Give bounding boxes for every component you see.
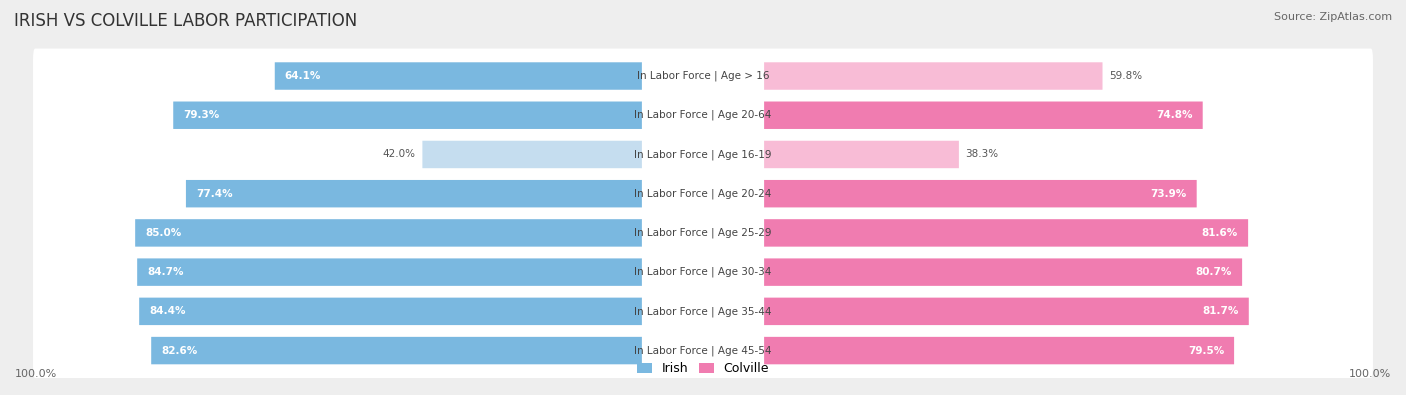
Text: In Labor Force | Age 20-24: In Labor Force | Age 20-24 [634,188,772,199]
Text: In Labor Force | Age 25-29: In Labor Force | Age 25-29 [634,228,772,238]
FancyBboxPatch shape [703,219,1249,246]
FancyBboxPatch shape [138,258,703,286]
Text: 84.7%: 84.7% [148,267,184,277]
FancyBboxPatch shape [32,127,1374,182]
FancyBboxPatch shape [703,337,1234,364]
FancyBboxPatch shape [703,141,959,168]
Text: 64.1%: 64.1% [285,71,321,81]
Text: 79.5%: 79.5% [1188,346,1225,356]
Text: 38.3%: 38.3% [966,149,998,160]
Text: In Labor Force | Age 35-44: In Labor Force | Age 35-44 [634,306,772,317]
FancyBboxPatch shape [643,332,763,369]
FancyBboxPatch shape [139,297,703,325]
Text: 59.8%: 59.8% [1109,71,1142,81]
Text: 77.4%: 77.4% [195,189,232,199]
FancyBboxPatch shape [173,102,703,129]
FancyBboxPatch shape [32,88,1374,143]
Text: IRISH VS COLVILLE LABOR PARTICIPATION: IRISH VS COLVILLE LABOR PARTICIPATION [14,12,357,30]
Text: 100.0%: 100.0% [15,369,58,379]
Text: 79.3%: 79.3% [183,110,219,120]
Text: 100.0%: 100.0% [1348,369,1391,379]
FancyBboxPatch shape [422,141,703,168]
FancyBboxPatch shape [703,297,1249,325]
Text: In Labor Force | Age 45-54: In Labor Force | Age 45-54 [634,345,772,356]
Text: In Labor Force | Age 16-19: In Labor Force | Age 16-19 [634,149,772,160]
FancyBboxPatch shape [703,258,1241,286]
Text: 80.7%: 80.7% [1195,267,1232,277]
FancyBboxPatch shape [643,58,763,94]
FancyBboxPatch shape [643,214,763,251]
Text: Source: ZipAtlas.com: Source: ZipAtlas.com [1274,12,1392,22]
FancyBboxPatch shape [703,102,1202,129]
FancyBboxPatch shape [32,166,1374,221]
Text: 73.9%: 73.9% [1150,189,1187,199]
Text: 81.7%: 81.7% [1202,307,1239,316]
FancyBboxPatch shape [32,245,1374,299]
Text: In Labor Force | Age 20-64: In Labor Force | Age 20-64 [634,110,772,120]
FancyBboxPatch shape [703,62,1102,90]
Text: In Labor Force | Age > 16: In Labor Force | Age > 16 [637,71,769,81]
Text: 42.0%: 42.0% [382,149,416,160]
Text: 85.0%: 85.0% [145,228,181,238]
FancyBboxPatch shape [274,62,703,90]
FancyBboxPatch shape [152,337,703,364]
Text: In Labor Force | Age 30-34: In Labor Force | Age 30-34 [634,267,772,277]
Text: 84.4%: 84.4% [149,307,186,316]
FancyBboxPatch shape [643,293,763,330]
Legend: Irish, Colville: Irish, Colville [631,357,775,380]
FancyBboxPatch shape [643,254,763,291]
FancyBboxPatch shape [643,175,763,212]
FancyBboxPatch shape [32,284,1374,339]
FancyBboxPatch shape [32,323,1374,378]
FancyBboxPatch shape [32,49,1374,103]
FancyBboxPatch shape [135,219,703,246]
Text: 74.8%: 74.8% [1156,110,1192,120]
Text: 81.6%: 81.6% [1202,228,1239,238]
FancyBboxPatch shape [32,205,1374,260]
FancyBboxPatch shape [643,97,763,134]
FancyBboxPatch shape [703,180,1197,207]
FancyBboxPatch shape [643,136,763,173]
Text: 82.6%: 82.6% [162,346,197,356]
FancyBboxPatch shape [186,180,703,207]
